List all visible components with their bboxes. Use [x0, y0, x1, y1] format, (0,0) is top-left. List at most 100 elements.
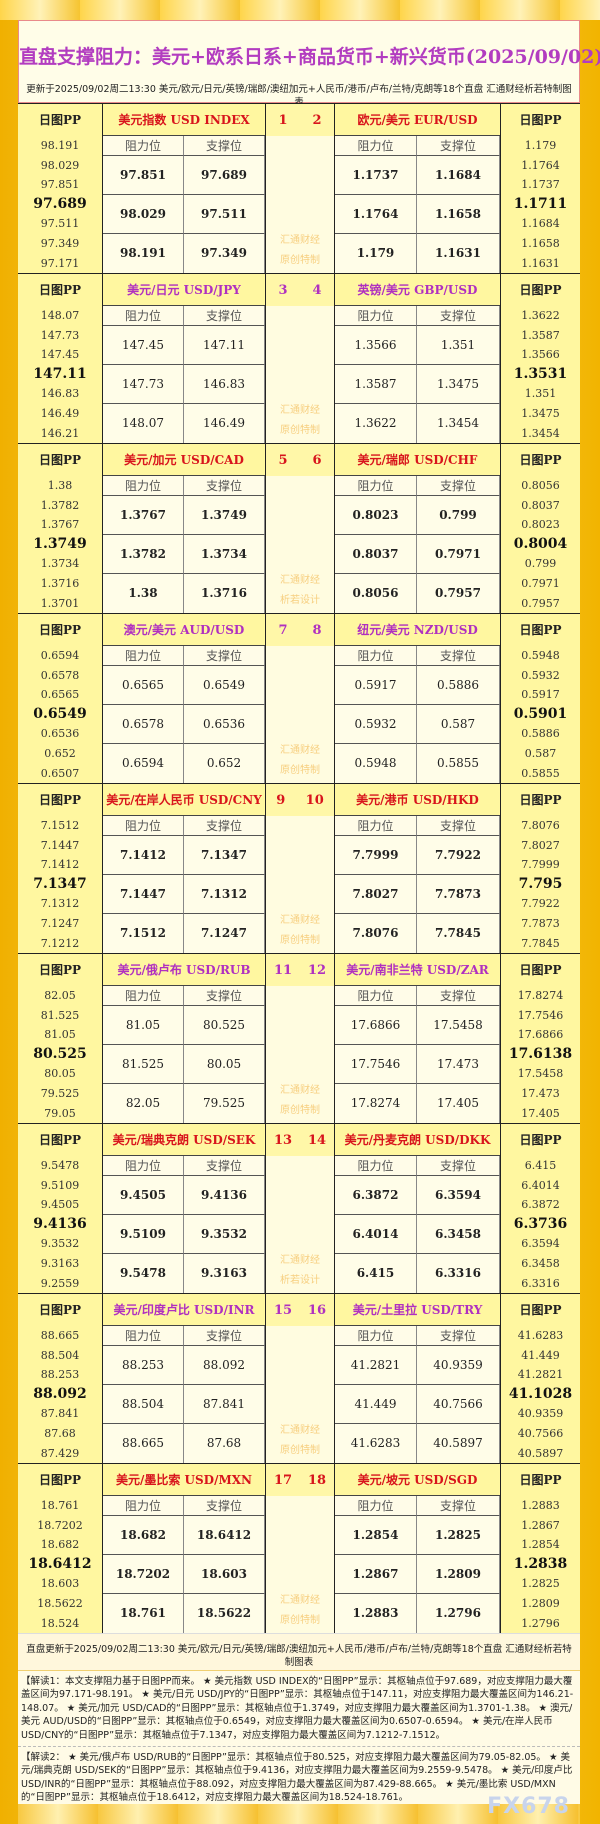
support-value: 17.473 [417, 1045, 500, 1084]
resistance-value: 0.5948 [335, 744, 417, 783]
support-header: 支撑位 [184, 646, 265, 666]
pivot-level: 87.68 [44, 1426, 76, 1440]
support-header: 支撑位 [184, 1156, 265, 1176]
pivot-level: 97.349 [40, 236, 80, 250]
pivot-level: 7.8076 [521, 819, 560, 832]
watermark-line: 汇通财经 [280, 1425, 320, 1436]
support-header: 支撑位 [184, 306, 265, 326]
pivot-level: 9.3163 [40, 1256, 80, 1270]
resistance-value: 1.2883 [335, 1594, 417, 1633]
pivot-level: 9.5478 [40, 1159, 80, 1172]
support-header: 支撑位 [417, 1326, 500, 1346]
watermark-line: 析若设计 [280, 595, 320, 606]
bottom-border [18, 1804, 580, 1824]
support-value: 7.7845 [417, 914, 500, 953]
pivot-level: 1.179 [524, 139, 557, 152]
resistance-value: 0.8023 [335, 496, 417, 535]
pivot-level: 87.841 [40, 1407, 80, 1421]
support-header: 支撑位 [184, 136, 265, 156]
pair-title-left: 美元/日元 USD/JPY [103, 274, 265, 306]
support-value: 17.5458 [417, 1006, 500, 1045]
pair-numbers: 13 14 [266, 1124, 334, 1156]
pivot-column-right: 日图PP 1.2883 1.2867 1.2854 1.2838 1.2825 1.2809… [500, 1464, 580, 1633]
pair-block: 日图PP 88.665 88.504 88.253 88.092 87.841 87.68 8… [18, 1293, 580, 1463]
pivot-level: 17.5458 [517, 1067, 564, 1081]
pivot-level: 6.3594 [521, 1237, 560, 1251]
resistance-header: 阻力位 [103, 816, 184, 836]
pivot-header: 日图PP [519, 113, 562, 127]
support-value: 7.1247 [184, 914, 265, 953]
support-value: 1.1658 [417, 195, 500, 234]
pivot-level: 88.665 [40, 1329, 80, 1342]
resistance-value: 17.8274 [335, 1084, 417, 1123]
resistance-value: 7.1512 [103, 914, 184, 953]
pair-number-column: 3 4 汇通财经 原创特制 [265, 274, 335, 443]
resistance-value: 1.3566 [335, 326, 417, 365]
resistance-value: 0.8037 [335, 535, 417, 574]
pivot-level: 0.7957 [521, 596, 560, 610]
resistance-value: 1.1764 [335, 195, 417, 234]
resistance-value: 147.73 [103, 365, 184, 404]
pivot-level: 18.7202 [37, 1518, 83, 1532]
support-header: 支撑位 [184, 816, 265, 836]
watermark-line: 原创特制 [280, 935, 320, 946]
pivot-level: 80.05 [44, 1067, 76, 1081]
pivot-level: 79.525 [40, 1086, 80, 1100]
pivot-level: 79.05 [44, 1106, 76, 1120]
pivot-level: 6.4014 [521, 1178, 560, 1192]
pivot-level: 1.2809 [521, 1596, 560, 1610]
watermark-line: 汇通财经 [280, 1595, 320, 1606]
pair-block: 日图PP 7.1512 7.1447 7.1412 7.1347 7.1312 7.1247… [18, 783, 580, 953]
resistance-value: 1.3587 [335, 365, 417, 404]
pivot-level: 97.851 [40, 178, 80, 192]
pair-number-column: 1 2 汇通财经 原创特制 [265, 104, 335, 273]
watermark-line: 汇通财经 [280, 1255, 320, 1266]
pivot-level: 88.504 [40, 1348, 80, 1362]
pivot-level: 97.171 [40, 256, 80, 270]
pivot-level: 1.351 [524, 387, 557, 401]
resistance-value: 1.2867 [335, 1555, 417, 1594]
support-header: 支撑位 [184, 1326, 265, 1346]
support-value: 1.3716 [184, 574, 265, 613]
resistance-value: 148.07 [103, 404, 184, 443]
pivot-header: 日图PP [519, 1303, 562, 1317]
pair-number: 2 [312, 112, 322, 128]
pivot-level: 1.1658 [521, 236, 560, 250]
pivot-level: 7.8027 [521, 838, 560, 852]
pair-title-right: 美元/丹麦克朗 USD/DKK [335, 1124, 500, 1156]
pivot-point-value: 0.8004 [513, 535, 568, 552]
resistance-value: 41.2821 [335, 1346, 417, 1385]
support-value: 7.7873 [417, 875, 500, 914]
resistance-value: 7.7999 [335, 836, 417, 875]
resistance-value: 1.3767 [103, 496, 184, 535]
watermark-line: 汇通财经 [280, 235, 320, 246]
support-header: 支撑位 [417, 646, 500, 666]
pair-number: 11 [273, 962, 293, 978]
pivot-level: 98.191 [40, 139, 80, 152]
footer-update: 直盘更新于2025/09/02周二13:30 美元/欧元/日元/英镑/瑞郎/澳纽… [18, 1633, 580, 1670]
watermark-line: 原创特制 [280, 1615, 320, 1626]
update-subtitle: 更新于2025/09/02周二13:30 美元/欧元/日元/英镑/瑞郎/澳纽加元… [26, 84, 572, 108]
pivot-point-value: 80.525 [33, 1045, 87, 1062]
pivot-column-right: 日图PP 6.415 6.4014 6.3872 6.3736 6.3594 6.3458 6… [500, 1124, 580, 1293]
resistance-value: 88.665 [103, 1424, 184, 1463]
support-value: 146.83 [184, 365, 265, 404]
support-value: 0.5886 [417, 666, 500, 705]
watermark: 汇通财经 原创特制 [266, 231, 334, 271]
pivot-level: 147.73 [40, 328, 80, 342]
pivot-point-value: 1.1711 [513, 195, 568, 212]
pivot-point-value: 147.11 [33, 365, 87, 382]
resistance-value: 6.3872 [335, 1176, 417, 1215]
support-value: 7.1312 [184, 875, 265, 914]
resistance-value: 81.05 [103, 1006, 184, 1045]
support-value: 97.689 [184, 156, 265, 195]
resistance-value: 9.5478 [103, 1254, 184, 1293]
support-header: 支撑位 [417, 1156, 500, 1176]
resistance-header: 阻力位 [335, 1326, 417, 1346]
support-header: 支撑位 [417, 1496, 500, 1516]
pivot-header: 日图PP [519, 793, 562, 807]
watermark: 汇通财经 原创特制 [266, 401, 334, 441]
pivot-point-value: 9.4136 [33, 1215, 87, 1232]
resistance-header: 阻力位 [103, 136, 184, 156]
